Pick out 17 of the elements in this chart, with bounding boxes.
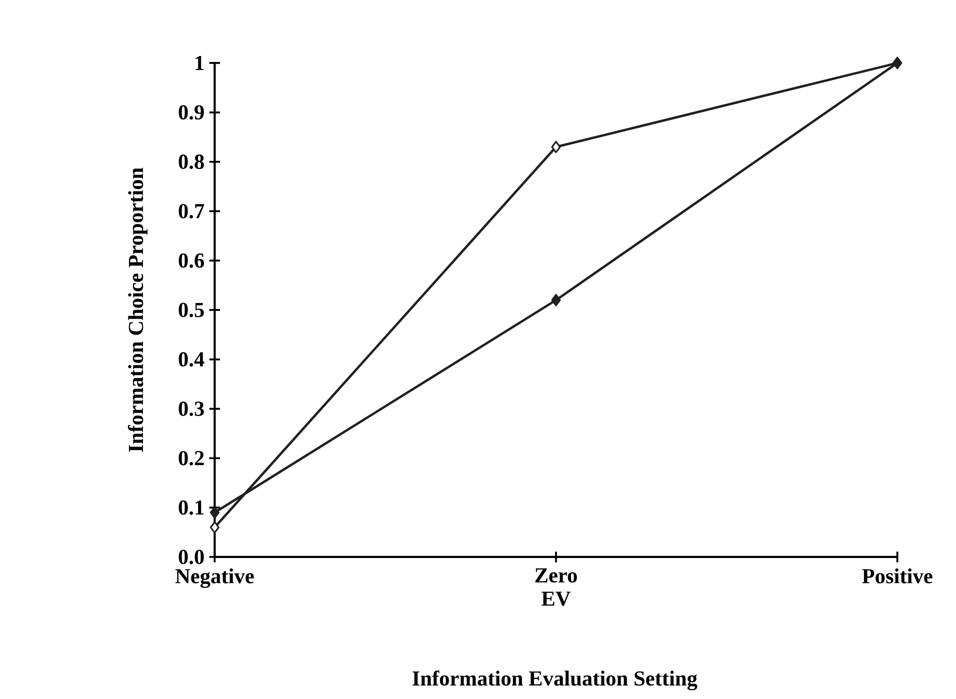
y-axis-title: Information Choice Proportion bbox=[128, 168, 148, 452]
text: Information Evaluation Setting bbox=[412, 670, 698, 690]
y-tick-label: 0.1 bbox=[178, 500, 204, 515]
y-tick-label: 0.9 bbox=[178, 105, 204, 120]
y-tick-label: 0.7 bbox=[178, 204, 204, 218]
x-axis-title: EV bbox=[542, 592, 571, 606]
x-tick-label: Positive bbox=[862, 568, 932, 584]
y-tick-label: 0.0 bbox=[178, 550, 204, 564]
x-tick-label: Negative bbox=[175, 568, 254, 588]
y-tick-label: 1 bbox=[196, 56, 204, 70]
y-tick-label: 0.3 bbox=[178, 402, 204, 416]
y-tick-label: 0.6 bbox=[178, 253, 204, 268]
y-tick-label: 0.5 bbox=[178, 302, 204, 318]
y-tick-label: 0.2 bbox=[178, 450, 204, 466]
y-tick-label: 0.8 bbox=[178, 154, 204, 170]
x-tick-label: Zero bbox=[535, 568, 577, 583]
y-tick-label: 0.4 bbox=[178, 352, 204, 367]
